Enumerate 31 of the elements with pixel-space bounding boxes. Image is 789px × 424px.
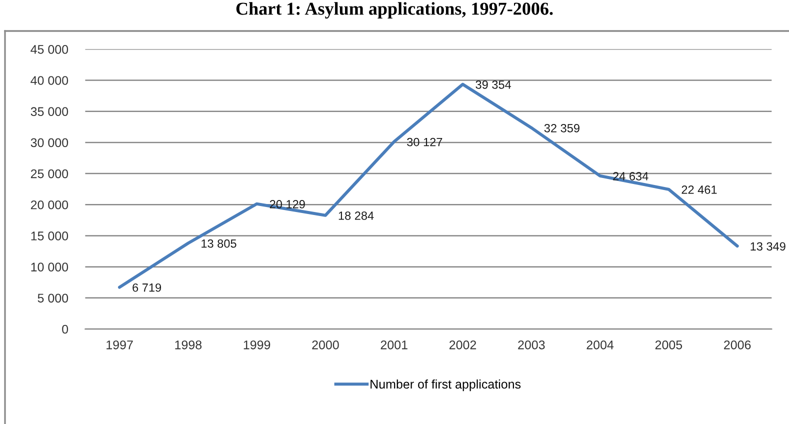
x-tick-label: 1999 xyxy=(244,340,270,350)
legend-label: Number of first applications xyxy=(370,379,521,392)
y-tick-label: 10 000 xyxy=(31,262,68,272)
y-tick-label: 25 000 xyxy=(30,169,68,178)
y-tick-label: 40 000 xyxy=(30,76,68,85)
y-tick-label: 30 000 xyxy=(30,138,68,148)
data-label: 13 349 xyxy=(750,242,786,251)
y-tick-label: 0 xyxy=(62,324,68,334)
y-tick-label: 35 000 xyxy=(30,107,68,116)
x-tick-label: 2003 xyxy=(518,340,545,350)
data-label: 22 461 xyxy=(682,186,717,194)
data-label: 13 805 xyxy=(202,239,236,248)
data-label: 39 354 xyxy=(476,80,512,89)
x-tick-label: 2001 xyxy=(380,340,408,350)
data-label: 32 359 xyxy=(544,124,580,132)
x-tick-label: 2005 xyxy=(655,340,682,350)
x-tick-label: 2002 xyxy=(449,340,476,350)
y-tick-label: 5 000 xyxy=(38,294,68,303)
y-tick-label: 15 000 xyxy=(31,232,68,240)
data-label: 6 719 xyxy=(132,283,162,292)
x-tick-label: 2000 xyxy=(312,340,339,350)
data-label: 18 284 xyxy=(338,212,374,220)
data-label: 30 127 xyxy=(407,138,442,146)
x-tick-label: 1997 xyxy=(106,340,133,350)
data-label: 24 634 xyxy=(613,172,648,180)
y-tick-label: 20 000 xyxy=(30,200,68,210)
y-tick-label: 45 000 xyxy=(30,44,68,54)
chart-title: Chart 1: Asylum applications, 1997-2006. xyxy=(236,2,553,19)
x-tick-label: 2006 xyxy=(724,340,751,350)
x-tick-label: 2004 xyxy=(586,340,614,350)
x-tick-label: 1998 xyxy=(175,340,202,350)
